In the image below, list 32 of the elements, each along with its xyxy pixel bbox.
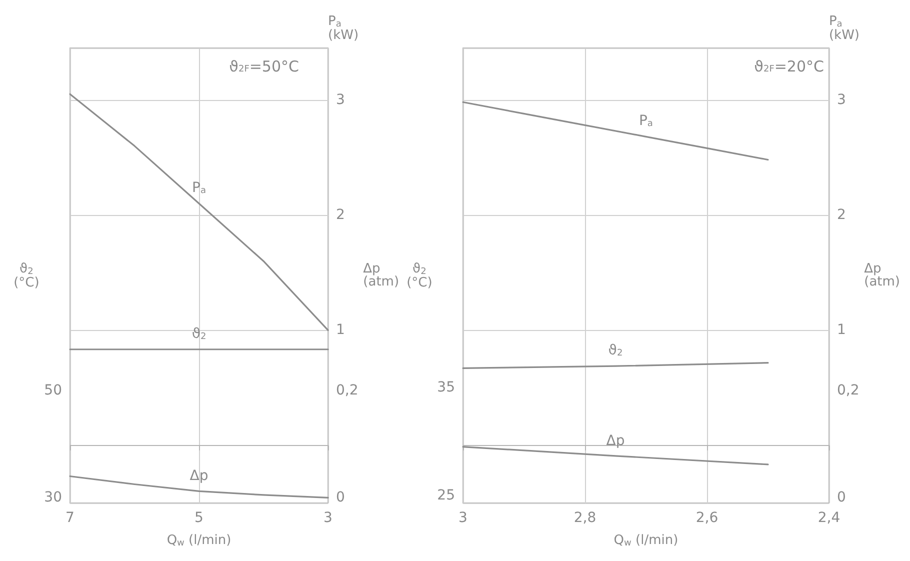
y2-tick-label: 1 — [836, 322, 846, 338]
series-label: Pa — [639, 113, 653, 130]
line-series — [462, 101, 769, 161]
x-tick-label: 3 — [324, 510, 332, 526]
y-tick-label: 30 — [44, 490, 62, 506]
x-tick-label: 2,4 — [818, 510, 840, 526]
y3-tick-label: 0,2 — [836, 382, 860, 399]
y3-tick-label: 0,2 — [336, 382, 358, 399]
series-label: Δp — [606, 432, 625, 449]
series-label: Δp — [190, 468, 208, 484]
y-tick-label: 25 — [437, 487, 455, 504]
x-tick-label: 3 — [458, 510, 468, 526]
x-tick-label: 2,8 — [574, 510, 596, 526]
y3-tick-label: 0 — [836, 490, 846, 506]
x-tick-label: 2,6 — [696, 510, 718, 526]
y-tick-label: 50 — [44, 382, 62, 399]
y2-tick-label: 2 — [836, 207, 846, 224]
y3-tick-label: 0 — [336, 490, 345, 506]
y2-tick-label: 3 — [336, 92, 345, 108]
y3-axis-title: Δp (atm) — [864, 262, 900, 290]
x-tick-label: 5 — [194, 510, 204, 526]
series-label: ϑ2 — [608, 342, 623, 359]
y2-tick-label: 3 — [836, 92, 846, 108]
series-label: Pa — [192, 180, 206, 196]
y2-tick-label: 2 — [336, 207, 345, 224]
x-tick-label: 7 — [66, 510, 74, 526]
y2-tick-label: 1 — [336, 322, 345, 338]
y-tick-label: 35 — [437, 380, 455, 396]
text: ϑ2F=50°C — [229, 58, 300, 76]
series-label: ϑ2 — [192, 326, 206, 342]
text: ϑ2F=20°C — [754, 58, 824, 76]
y3-axis-title: Δp (atm) — [363, 262, 400, 290]
